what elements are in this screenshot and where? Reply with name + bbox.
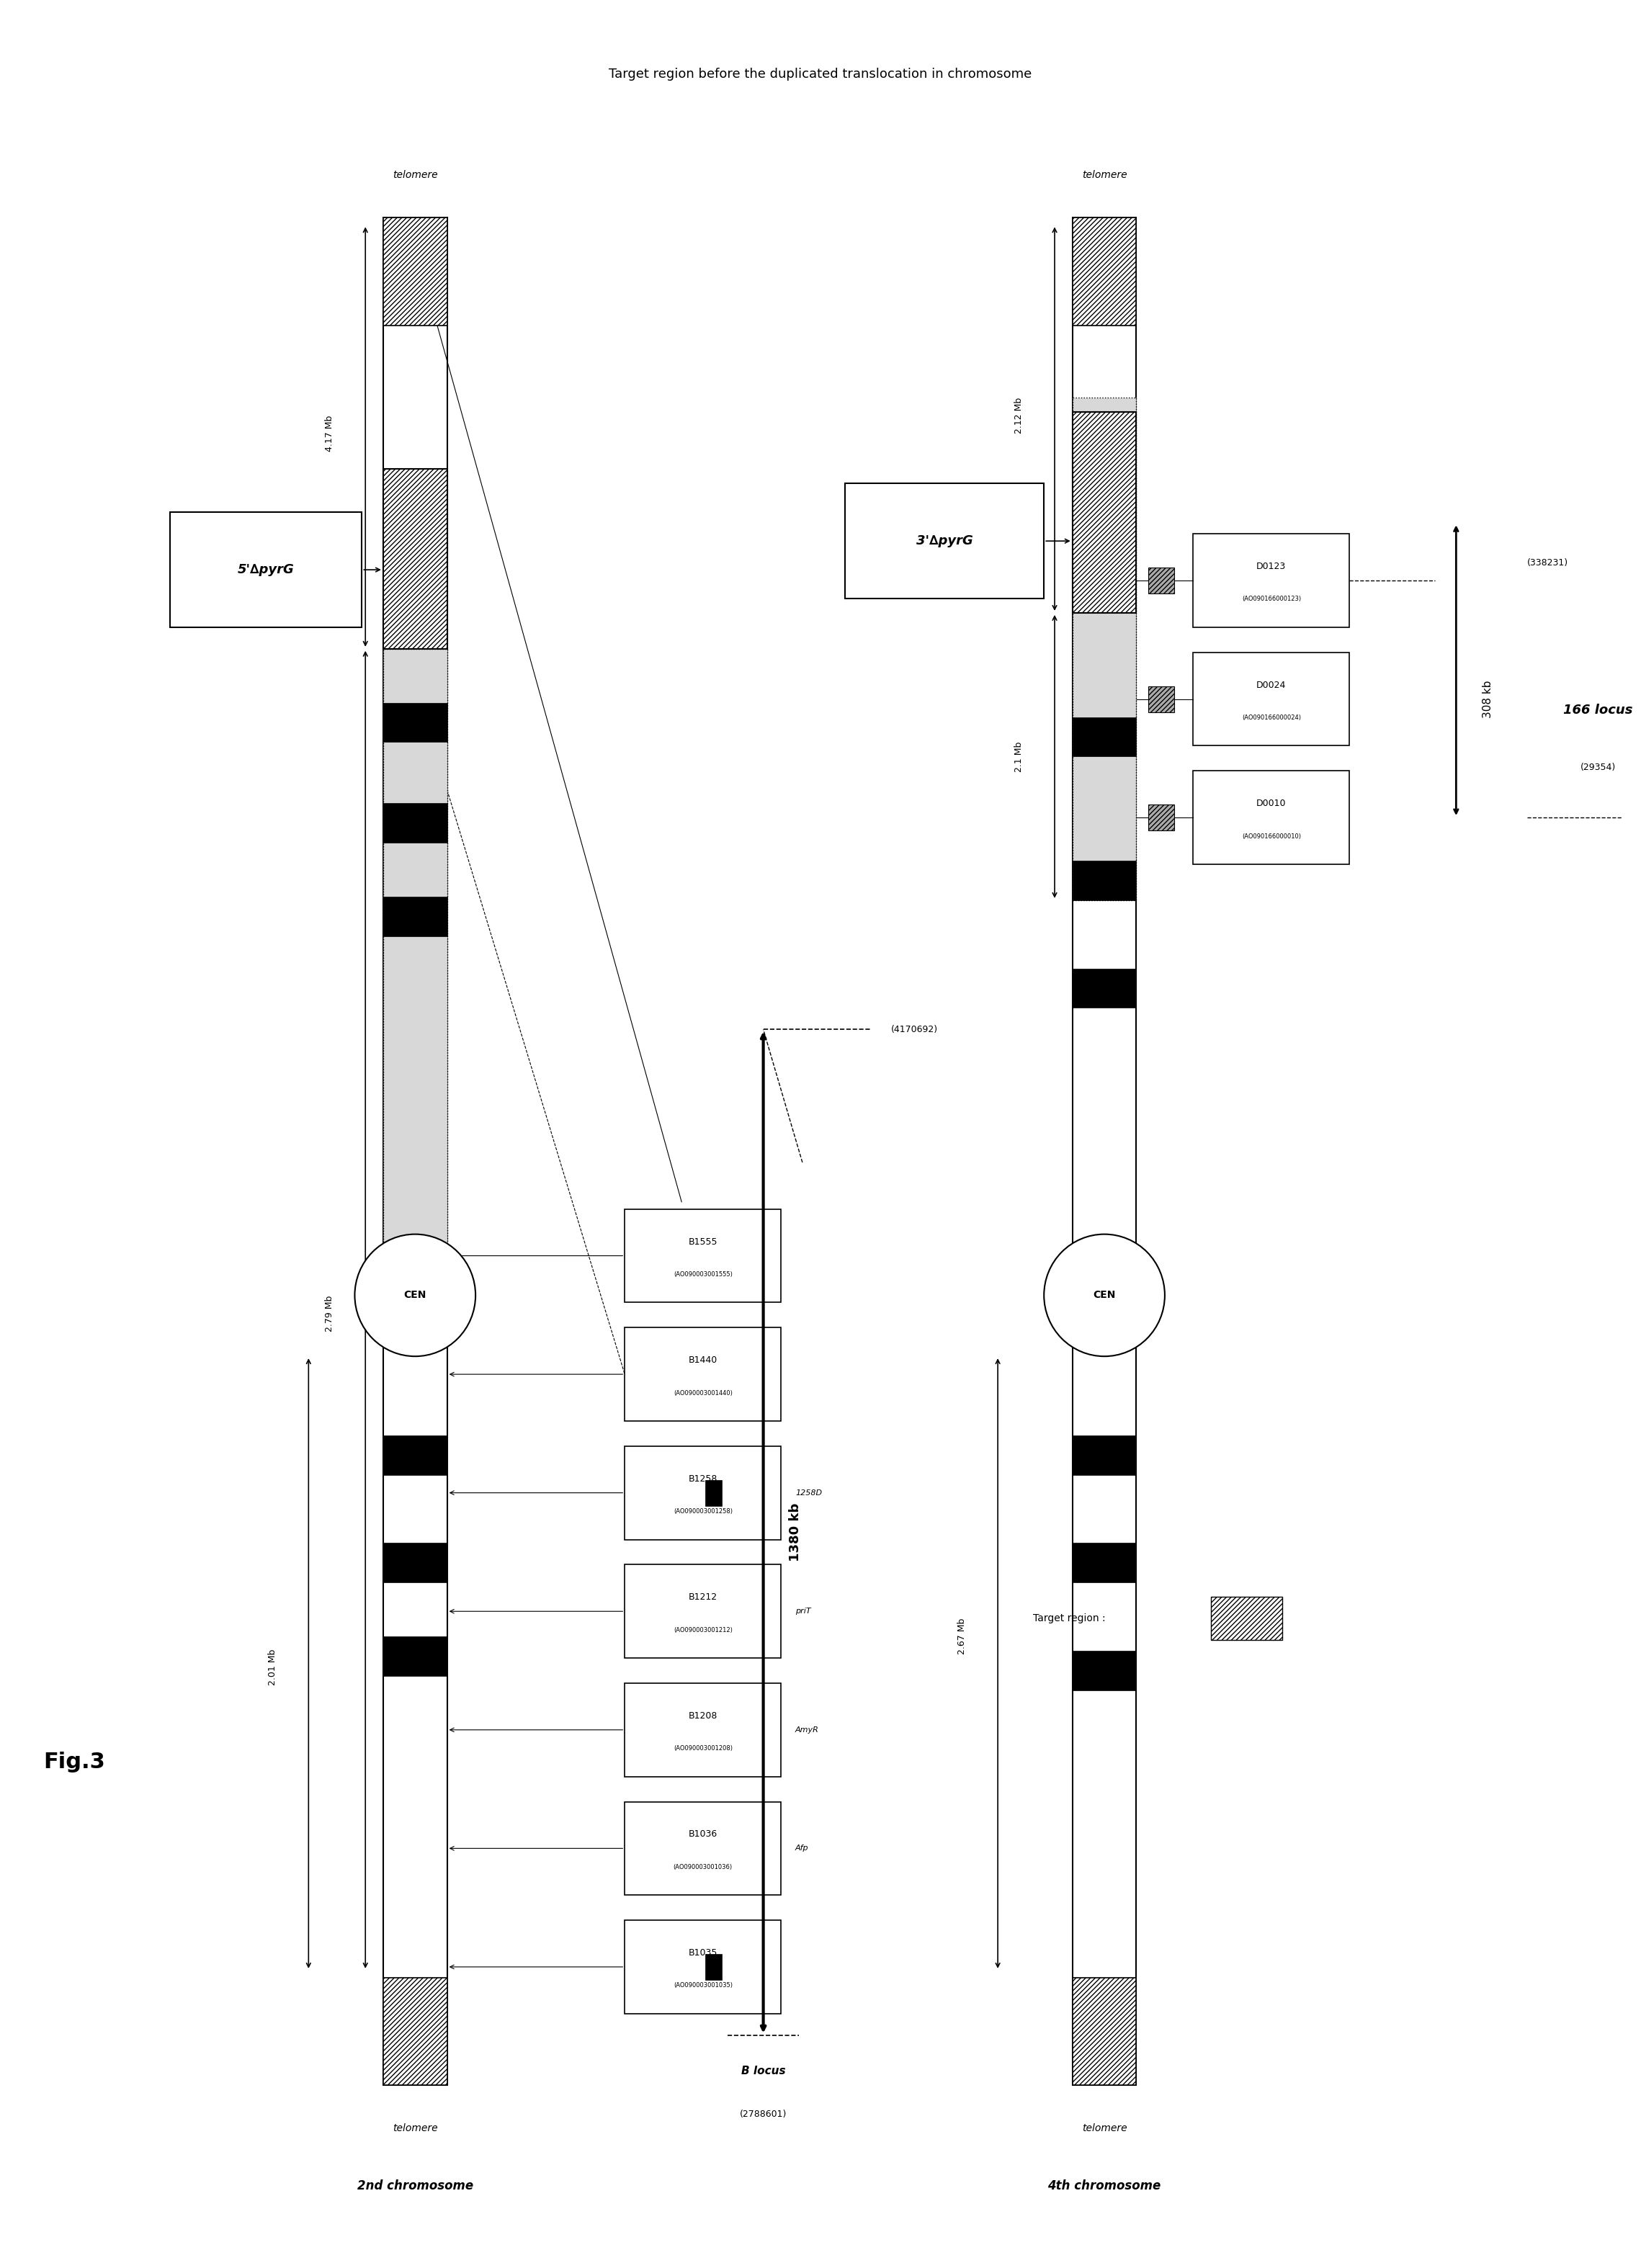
Bar (1073, 1978, 1136, 2084)
Bar (1073, 1436, 1136, 1474)
Text: 2.79 Mb: 2.79 Mb (325, 1295, 335, 1331)
Bar (625, 1921, 781, 2014)
Bar (625, 1209, 781, 1302)
Bar (382, 1542, 446, 1583)
Text: telomere: telomere (1081, 2123, 1127, 2134)
Bar (382, 803, 446, 844)
Text: CEN: CEN (1093, 1290, 1116, 1300)
Bar (382, 649, 446, 1331)
Bar (382, 469, 446, 649)
Text: (AO090166000024): (AO090166000024) (1242, 714, 1301, 721)
Text: priT: priT (796, 1608, 811, 1615)
Text: 4.17 Mb: 4.17 Mb (325, 415, 335, 451)
Text: CEN: CEN (404, 1290, 427, 1300)
Text: B1212: B1212 (689, 1592, 717, 1601)
Bar (1073, 397, 1136, 900)
Bar (1149, 687, 1173, 712)
Bar (1193, 653, 1349, 746)
Circle shape (354, 1234, 476, 1356)
Text: 5'∆pyrG: 5'∆pyrG (238, 562, 294, 576)
Text: Afp: Afp (796, 1844, 809, 1853)
Bar (625, 1565, 781, 1658)
Bar (1149, 567, 1173, 594)
Text: B1036: B1036 (689, 1830, 717, 1839)
Text: 1258D: 1258D (796, 1490, 822, 1497)
Text: (AO090003001440): (AO090003001440) (673, 1390, 732, 1397)
Text: (AO090003001212): (AO090003001212) (673, 1626, 732, 1633)
Bar (1073, 1651, 1136, 1690)
Bar (171, 513, 361, 628)
Text: D0010: D0010 (1257, 798, 1287, 807)
Bar (1073, 538, 1136, 576)
Text: D0024: D0024 (1257, 680, 1287, 689)
Text: 2.1 Mb: 2.1 Mb (1014, 742, 1024, 771)
Bar (1073, 860, 1136, 900)
Text: Target region before the duplicated translocation in chromosome: Target region before the duplicated tran… (609, 68, 1032, 82)
Bar (625, 1327, 781, 1422)
Bar (382, 218, 446, 327)
Text: 2.12 Mb: 2.12 Mb (1014, 397, 1024, 433)
Text: (AO090003001208): (AO090003001208) (673, 1746, 732, 1751)
Text: 2nd chromosome: 2nd chromosome (358, 2180, 473, 2193)
Text: (2788601): (2788601) (740, 2109, 786, 2118)
Bar (1211, 1597, 1282, 1640)
Text: B1440: B1440 (689, 1356, 717, 1365)
Text: 4th chromosome: 4th chromosome (1047, 2180, 1162, 2193)
Text: B1258: B1258 (688, 1474, 717, 1483)
Bar (625, 1447, 781, 1540)
Bar (625, 1683, 781, 1776)
Bar (1193, 771, 1349, 864)
Text: 2.01 Mb: 2.01 Mb (269, 1649, 277, 1685)
Text: B1035: B1035 (688, 1948, 717, 1957)
Bar (706, 1955, 722, 1980)
Bar (1073, 717, 1136, 758)
Circle shape (1044, 1234, 1165, 1356)
Bar (382, 218, 446, 2084)
Text: (338231): (338231) (1528, 558, 1569, 567)
Bar (382, 1436, 446, 1474)
Bar (382, 1978, 446, 2084)
Bar (625, 1801, 781, 1896)
Bar (382, 896, 446, 937)
Text: telomere: telomere (1081, 170, 1127, 179)
Bar (1073, 1542, 1136, 1583)
Text: 3'∆pyrG: 3'∆pyrG (916, 535, 973, 547)
Text: (AO090166000010): (AO090166000010) (1242, 832, 1301, 839)
Text: (AO090003001258): (AO090003001258) (673, 1508, 732, 1515)
Text: (29354): (29354) (1580, 762, 1616, 771)
Bar (1193, 533, 1349, 628)
Text: 2.67 Mb: 2.67 Mb (958, 1619, 967, 1656)
Text: 308 kb: 308 kb (1483, 680, 1493, 719)
Text: telomere: telomere (392, 2123, 438, 2134)
Text: D0123: D0123 (1257, 562, 1287, 572)
Bar (382, 587, 446, 628)
Bar (845, 483, 1044, 599)
Text: AmyR: AmyR (796, 1726, 819, 1733)
Text: B1208: B1208 (688, 1710, 717, 1721)
Text: (AO090166000123): (AO090166000123) (1242, 596, 1301, 603)
Text: (4170692): (4170692) (891, 1025, 939, 1034)
Text: (AO090003001036): (AO090003001036) (673, 1864, 732, 1871)
Bar (1073, 968, 1136, 1007)
Bar (1073, 413, 1136, 612)
Bar (706, 1481, 722, 1506)
Text: telomere: telomere (392, 170, 438, 179)
Bar (1073, 218, 1136, 2084)
Text: B1555: B1555 (688, 1236, 717, 1247)
Text: 1380 kb: 1380 kb (789, 1504, 802, 1563)
Text: Fig.3: Fig.3 (43, 1751, 105, 1774)
Text: (AO090003001035): (AO090003001035) (673, 1982, 732, 1989)
Text: (AO090003001555): (AO090003001555) (673, 1270, 732, 1277)
Bar (382, 703, 446, 742)
Text: Target region :: Target region : (1034, 1613, 1106, 1624)
Bar (1073, 218, 1136, 327)
Text: 166 locus: 166 locus (1564, 703, 1633, 717)
Text: B locus: B locus (742, 2066, 786, 2077)
Bar (1149, 805, 1173, 830)
Bar (382, 1637, 446, 1676)
